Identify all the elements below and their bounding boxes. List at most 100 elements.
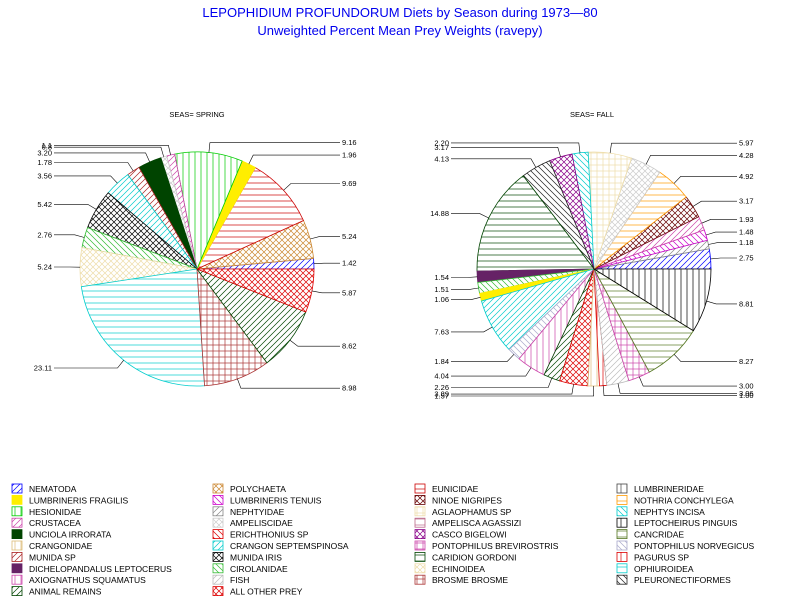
legend-swatch-casco-bigelowi bbox=[414, 529, 426, 539]
legend-swatch-erichthonius-sp bbox=[212, 529, 224, 539]
leader-line-fall-cirolanidae bbox=[451, 287, 479, 290]
leader-line-fall-pleuronectiformes bbox=[451, 158, 537, 168]
slice-label-fall-animal-remains: 2.26 bbox=[434, 383, 449, 392]
slice-label-spring-unciola-irrorata: 3.20 bbox=[37, 148, 52, 157]
legend-swatch-fish bbox=[212, 574, 224, 585]
legend-swatch-hesionidae bbox=[11, 506, 23, 517]
leader-line-fall-caridion-gordoni bbox=[451, 213, 489, 219]
legend-label-echinoidea: ECHINOIDEA bbox=[432, 564, 485, 574]
legend-swatch-brosme-brosme bbox=[414, 574, 426, 585]
leader-line-fall-pagurus-sp bbox=[602, 385, 737, 396]
slice-label-fall-casco-bigelowi: 3.17 bbox=[434, 143, 449, 152]
slice-label-fall-crangon-septemspinosa: 7.63 bbox=[434, 327, 449, 336]
legend-label-erichthonius-sp: ERICHTHONIUS SP bbox=[230, 530, 309, 540]
legend-swatch-all-other-prey bbox=[212, 586, 224, 596]
slice-label-fall-cancridae: 8.27 bbox=[739, 357, 754, 366]
leader-line-fall-casco-bigelowi bbox=[451, 147, 561, 157]
legend: NEMATODA POLYCHAETA EUNICIDAE LUMBRINERIDAE… bbox=[11, 483, 754, 597]
legend-label-pontophilus-brevirostris: PONTOPHILUS BREVIROSTRIS bbox=[432, 541, 559, 551]
leader-line-spring-ophiuroidea bbox=[54, 360, 124, 369]
leader-line-spring-polychaeta bbox=[310, 236, 340, 240]
leader-line-fall-nephtys-incisa bbox=[451, 142, 581, 153]
legend-label-axiognathus-squamatus: AXIOGNATHUS SQUAMATUS bbox=[29, 575, 146, 585]
legend-label-lumbrineris-tenuis: LUMBRINERIS TENUIS bbox=[230, 495, 322, 505]
leader-line-fall-leptocheirus-pinguis bbox=[706, 300, 737, 305]
legend-swatch-nothria-conchylega bbox=[616, 494, 628, 505]
legend-swatch-crangon-septemspinosa bbox=[212, 540, 224, 551]
leader-line-fall-ampeliscidae bbox=[645, 155, 737, 165]
legend-swatch-lumbrineridae bbox=[616, 483, 628, 494]
leader-line-spring-all-other-prey bbox=[311, 290, 340, 294]
leader-line-spring-crangon-septemspinosa bbox=[54, 175, 118, 184]
slice-label-spring-munida-sp: 1.78 bbox=[37, 158, 52, 167]
legend-swatch-ampelisca-agassizi bbox=[414, 517, 426, 528]
slice-label-fall-lumbrineris-tenuis: 1.48 bbox=[739, 228, 754, 237]
legend-label-crangon-septemspinosa: CRANGON SEPTEMSPINOSA bbox=[230, 541, 349, 551]
leader-line-spring-brosme-brosme bbox=[237, 378, 340, 389]
slice-label-fall-pagurus-sp: 1.00 bbox=[739, 391, 754, 400]
slice-label-fall-caridion-gordoni: 14.88 bbox=[430, 209, 449, 218]
leader-line-fall-nothria-conchylega bbox=[673, 176, 737, 184]
leader-line-fall-nephtyidae bbox=[708, 242, 737, 245]
legend-label-pontophilus-norvegicus: PONTOPHILUS NORVEGICUS bbox=[634, 541, 754, 551]
legend-swatch-pontophilus-brevirostris bbox=[414, 540, 426, 551]
legend-label-munida-sp: MUNIDA SP bbox=[29, 552, 76, 562]
legend-label-fish: FISH bbox=[230, 575, 249, 585]
slice-label-fall-dichelopandalus-leptocerus: 1.54 bbox=[434, 273, 449, 282]
legend-label-hesionidae: HESIONIDAE bbox=[29, 507, 82, 517]
slice-label-spring-hesionidae: 9.16 bbox=[342, 138, 357, 147]
leader-line-spring-ampeliscidae bbox=[54, 146, 164, 157]
leader-line-spring-eunicidae bbox=[283, 183, 340, 191]
pie-slice-spring-all-other-prey bbox=[196, 268, 315, 313]
legend-swatch-lumbrineris-fragilis bbox=[11, 494, 23, 505]
legend-label-caridion-gordoni: CARIDION GORDONI bbox=[432, 552, 517, 562]
legend-swatch-caridion-gordoni bbox=[414, 552, 426, 562]
slice-label-fall-aglaophamus-sp: 5.97 bbox=[739, 139, 754, 148]
slice-label-fall-pleuronectiformes: 4.13 bbox=[434, 154, 449, 163]
legend-label-cirolanidae: CIROLANIDAE bbox=[230, 564, 288, 574]
slice-label-fall-nematoda: 2.75 bbox=[739, 254, 754, 263]
legend-swatch-axiognathus-squamatus bbox=[11, 574, 23, 585]
leader-line-fall-ninoe-nigripes bbox=[692, 200, 737, 207]
slice-label-spring-polychaeta: 5.24 bbox=[342, 232, 357, 241]
pie-title-spring: SEAS= SPRING bbox=[169, 110, 224, 119]
slice-label-spring-nematoda: 1.42 bbox=[342, 259, 357, 268]
slice-label-spring-munida-iris: 5.42 bbox=[37, 200, 52, 209]
slice-label-fall-pontophilus-norvegicus: 1.84 bbox=[434, 357, 449, 366]
legend-label-munida-iris: MUNIDA IRIS bbox=[230, 552, 282, 562]
slice-label-spring-ophiuroidea: 23.11 bbox=[34, 364, 52, 373]
legend-label-casco-bigelowi: CASCO BIGELOWI bbox=[432, 530, 507, 540]
legend-label-pagurus-sp: PAGURUS SP bbox=[634, 552, 689, 562]
leader-line-fall-pontophilus-brevirostris bbox=[639, 376, 737, 387]
legend-swatch-polychaeta bbox=[212, 483, 224, 494]
legend-swatch-nephtys-incisa bbox=[616, 506, 628, 517]
pie-fall: SEAS= FALL 2.75 1.181.48 1.93 3.17 4.92 4.28 5… bbox=[430, 110, 753, 401]
leader-line-fall-lumbrineris-fragilis bbox=[451, 297, 481, 301]
slice-label-fall-fish: 3.06 bbox=[739, 389, 754, 398]
slice-label-fall-nephtyidae: 1.18 bbox=[739, 238, 754, 247]
leader-line-spring-unciola-irrorata bbox=[54, 152, 150, 163]
legend-swatch-munida-sp bbox=[11, 552, 23, 562]
slice-label-fall-crustacea: 1.93 bbox=[739, 215, 754, 224]
slice-label-spring-eunicidae: 9.69 bbox=[342, 179, 357, 188]
leader-line-fall-lumbrineris-tenuis bbox=[705, 231, 737, 236]
legend-label-leptocheirus-pinguis: LEPTOCHEIRUS PINGUIS bbox=[634, 518, 738, 528]
leader-line-spring-crustacea bbox=[54, 145, 171, 156]
legend-swatch-unciola-irrorata bbox=[11, 529, 23, 539]
legend-label-brosme-brosme: BROSME BROSME bbox=[432, 575, 508, 585]
legend-swatch-cancridae bbox=[616, 529, 628, 539]
leader-line-fall-dichelopandalus-leptocerus bbox=[451, 276, 478, 278]
legend-label-aglaophamus-sp: AGLAOPHAMUS SP bbox=[432, 507, 512, 517]
leader-line-fall-cancridae bbox=[673, 354, 737, 362]
chart-subtitle: Unweighted Percent Mean Prey Weights (ra… bbox=[257, 23, 542, 38]
legend-label-nephtys-incisa: NEPHTYS INCISA bbox=[634, 507, 705, 517]
slice-label-fall-ninoe-nigripes: 3.17 bbox=[739, 197, 754, 206]
slice-label-fall-pontophilus-brevirostris: 3.00 bbox=[739, 382, 754, 391]
leader-line-fall-aglaophamus-sp bbox=[609, 142, 737, 154]
legend-swatch-echinoidea bbox=[414, 563, 426, 574]
slice-label-spring-brosme-brosme: 8.98 bbox=[342, 384, 357, 393]
legend-swatch-eunicidae bbox=[414, 483, 426, 494]
legend-swatch-ophiuroidea bbox=[616, 563, 628, 574]
pie-title-fall: SEAS= FALL bbox=[570, 110, 614, 119]
legend-swatch-pagurus-sp bbox=[616, 552, 628, 562]
